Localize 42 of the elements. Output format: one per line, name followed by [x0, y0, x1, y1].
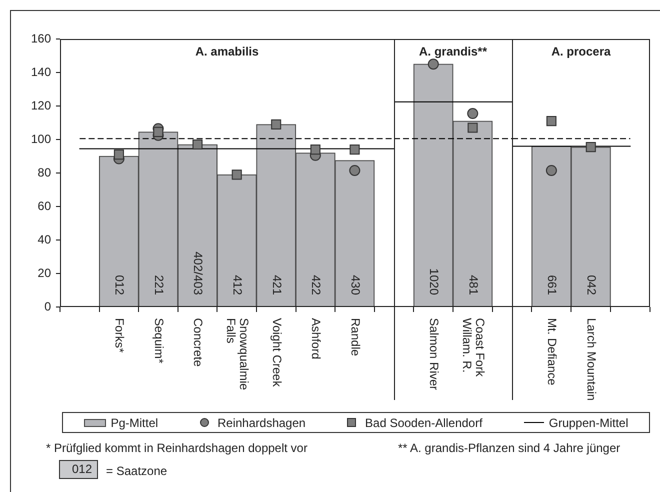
annotation: 430 — [348, 274, 362, 296]
x-tick-label: Salmon River — [427, 318, 442, 390]
annotation: 012 — [112, 274, 127, 296]
text: A. procera — [551, 44, 611, 58]
x-tick-label: Voight Creek — [270, 318, 284, 388]
y-tick-label: 20 — [38, 266, 52, 280]
y-tick-label: 40 — [38, 232, 52, 246]
x-tick-label: Coast Fork Willam. R. — [460, 318, 487, 378]
legend-label: Pg-Mittel — [110, 416, 158, 430]
annotation: 1020 — [427, 268, 442, 296]
text: A. grandis** — [418, 44, 488, 58]
y-tick-label: 60 — [38, 198, 52, 213]
annotation: 412 — [230, 274, 245, 296]
annotation: 422 — [309, 274, 324, 296]
text: = Saatzone — [106, 464, 168, 478]
y-tick-label: 120 — [30, 98, 52, 112]
legend-label: Reinhardshagen — [218, 416, 306, 430]
y-tick-label: 140 — [30, 64, 52, 79]
legend-label: Gruppen-Mittel — [548, 416, 628, 430]
text: ** A. grandis-Pflanzen sind 4 Jahre jünger — [398, 441, 620, 455]
y-tick-label: 100 — [30, 132, 52, 146]
x-tick-label: Ashford — [309, 318, 324, 360]
x-tick-label: Larch Mountain — [584, 318, 599, 401]
y-tick-label: 80 — [38, 165, 52, 180]
annotation: 661 — [545, 274, 560, 296]
y-tick-label: 0 — [44, 299, 52, 314]
x-tick-label: Mt. Defiance — [545, 318, 560, 386]
annotation: 421 — [270, 274, 284, 296]
annotation: 402/403 — [191, 252, 206, 296]
y-tick-label: 160 — [30, 31, 52, 46]
text: * Prüfglied kommt in Reinhardshagen doppelt vor — [46, 441, 308, 455]
x-tick-label: Sequim* — [152, 318, 166, 364]
x-tick-label: Snowqualmie Falls — [224, 318, 252, 390]
legend-label: Bad Sooden-Allendorf — [365, 416, 482, 430]
annotation: 042 — [584, 274, 599, 296]
x-tick-label: Forks* — [112, 318, 127, 353]
x-tick-label: Randle — [348, 318, 362, 356]
annotation: 481 — [466, 274, 480, 296]
x-tick-label: Concrete — [191, 318, 206, 368]
annotation: 221 — [152, 274, 166, 296]
key-box: 012 — [59, 460, 98, 479]
text: A. amabilis — [195, 44, 260, 58]
